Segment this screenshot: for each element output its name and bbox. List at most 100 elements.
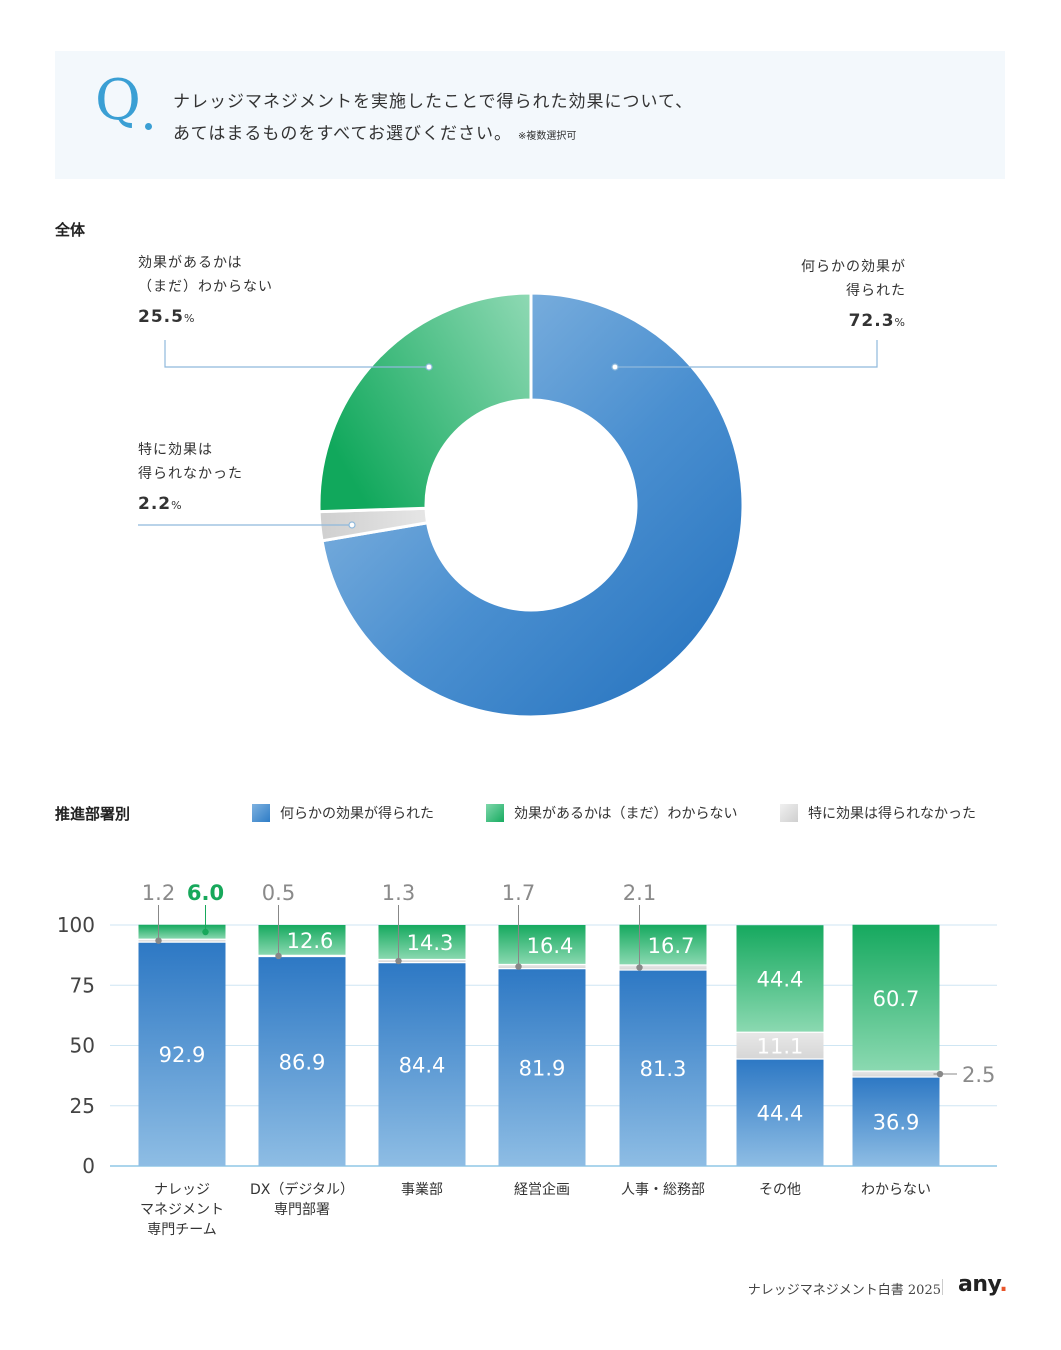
donut-slice-effective: [320, 291, 745, 719]
x-axis-label-line: マネジメント: [140, 1202, 224, 1218]
bar-unknown: [619, 924, 707, 966]
pie-label-no-effect-line2: 得られなかった: [138, 466, 243, 482]
bar-no-effect: [736, 1032, 824, 1059]
pie-label-unknown-line1: 効果があるかは: [138, 255, 243, 271]
pie-value-effective: 72.3: [848, 311, 895, 331]
bar-value-no-effect: 2.1: [623, 881, 656, 905]
legend-swatch-no-effect: [780, 804, 798, 822]
x-axis-label-line: 専門部署: [274, 1202, 330, 1218]
bar-value-effective: 81.9: [519, 1056, 566, 1080]
bar-no-effect: [852, 1071, 940, 1078]
x-axis-label-line: 人事・総務部: [621, 1182, 705, 1198]
bar-value-unknown: 60.7: [873, 987, 920, 1011]
pie-value-no-effect: 2.2: [138, 494, 172, 514]
bar-effective: [619, 970, 707, 1166]
pie-label-no-effect-line1: 特に効果は: [138, 442, 213, 458]
x-axis-label-line: その他: [759, 1182, 801, 1198]
x-axis-label: DX（デジタル） 専門部署: [242, 1180, 362, 1220]
bar-unknown: [852, 924, 940, 1072]
callout-dot-no-effect: [395, 957, 402, 965]
bar-no-effect: [498, 964, 586, 969]
x-axis-label: 事業部: [362, 1180, 482, 1200]
leader-line-effective: [615, 340, 878, 368]
pie-label-unknown: 効果があるかは （まだ）わからない 25.5%: [138, 251, 273, 331]
callout-dot-no-effect: [155, 937, 162, 944]
bar-effective: [498, 968, 586, 1166]
bar-value-effective: 36.9: [873, 1111, 920, 1135]
bar-value-unknown: 16.4: [527, 934, 574, 958]
question-box: Q ナレッジマネジメントを実施したことで得られた効果について、 あてはまるものを…: [55, 51, 1005, 179]
pie-label-no-effect: 特に効果は 得られなかった 2.2%: [138, 438, 243, 518]
callout-dot-no-effect: [515, 963, 522, 970]
footer-title: ナレッジマネジメント白書 2025: [747, 1283, 941, 1298]
bar-value-unknown: 16.7: [648, 934, 695, 958]
legend-item-effective: 何らかの効果が得られた: [252, 803, 434, 823]
legend-swatch-effective: [252, 804, 270, 822]
overall-section-title: 全体: [55, 221, 86, 239]
bar-value-no-effect: 1.2: [142, 881, 175, 905]
y-tick-label: 50: [70, 1034, 95, 1058]
bar-no-effect: [258, 955, 346, 957]
bar-unknown: [258, 925, 346, 956]
question-mark: Q: [95, 68, 141, 133]
bar-value-effective: 81.3: [640, 1057, 687, 1081]
bar-value-no-effect: 1.3: [382, 881, 415, 905]
x-axis-label: 人事・総務部: [603, 1180, 723, 1200]
brand-logo-dot: .: [999, 1272, 1008, 1297]
bar-value-unknown: 44.4: [757, 968, 804, 992]
callout-dot-no-effect: [936, 1070, 944, 1078]
bar-value-effective: 92.9: [159, 1043, 206, 1067]
x-axis-label-line: 専門チーム: [147, 1222, 217, 1238]
bar-effective: [378, 962, 466, 1166]
bar-value-effective: 44.4: [757, 1101, 804, 1125]
legend-label-unknown: 効果があるかは（まだ）わからない: [514, 806, 738, 822]
legend-item-no-effect: 特に効果は得られなかった: [780, 803, 976, 823]
question-line-1: ナレッジマネジメントを実施したことで得られた効果について、: [173, 92, 694, 112]
legend-swatch-unknown: [486, 804, 504, 822]
bar-unknown: [498, 925, 586, 965]
x-axis-label: わからない: [836, 1180, 956, 1200]
brand-logo-text: any: [958, 1272, 1000, 1297]
donut-slice-unknown: [317, 291, 533, 514]
x-axis-label-line: DX（デジタル）: [249, 1182, 355, 1198]
bar-value-no-effect: 0.5: [262, 881, 295, 905]
bar-effective: [736, 1058, 824, 1166]
callout-dot-unknown: [202, 928, 209, 936]
bar-unknown: [378, 925, 466, 960]
bar-effective: [852, 1077, 940, 1166]
y-tick-label: 100: [57, 913, 95, 937]
y-tick-label: 25: [70, 1094, 95, 1118]
bar-effective: [258, 956, 346, 1166]
bar-unknown: [138, 924, 226, 940]
bar-value-no-effect: 1.7: [502, 881, 535, 905]
leader-dot-unknown: [425, 363, 433, 371]
legend-label-no-effect: 特に効果は得られなかった: [808, 806, 976, 822]
x-axis-label: 経営企画: [482, 1180, 602, 1200]
pie-label-effective-line1: 何らかの効果が: [801, 259, 906, 275]
bar-value-unknown: 12.6: [287, 929, 334, 953]
leader-dot-effective: [611, 363, 619, 371]
bar-value-unknown: 14.3: [407, 931, 454, 955]
pie-unit-no-effect: %: [171, 499, 183, 512]
footer-separator: [942, 1279, 943, 1295]
leader-line-unknown: [164, 340, 429, 368]
pie-label-unknown-line2: （まだ）わからない: [138, 279, 273, 295]
bar-value-unknown: 6.0: [187, 881, 224, 905]
pie-unit-unknown: %: [183, 312, 196, 325]
pie-unit-effective: %: [894, 316, 906, 329]
bar-no-effect: [138, 939, 226, 943]
y-tick-label: 75: [70, 973, 95, 997]
question-line-2: あてはまるものをすべてお選びください。 ※複数選択可: [173, 119, 576, 144]
x-axis-label-line: わからない: [861, 1182, 931, 1198]
pie-value-unknown: 25.5: [138, 307, 184, 327]
dept-section-title: 推進部署別: [55, 805, 131, 823]
bar-value-effective: 86.9: [279, 1050, 326, 1074]
leader-dot-no-effect: [348, 521, 356, 529]
bar-no-effect: [378, 959, 466, 963]
x-axis-label-line: 経営企画: [514, 1182, 570, 1198]
x-axis-label-line: ナレッジ: [154, 1182, 210, 1198]
question-mark-dot: [145, 123, 152, 130]
question-note: ※複数選択可: [517, 131, 577, 142]
donut-chart: [138, 291, 878, 719]
callout-dot-no-effect: [275, 952, 282, 960]
